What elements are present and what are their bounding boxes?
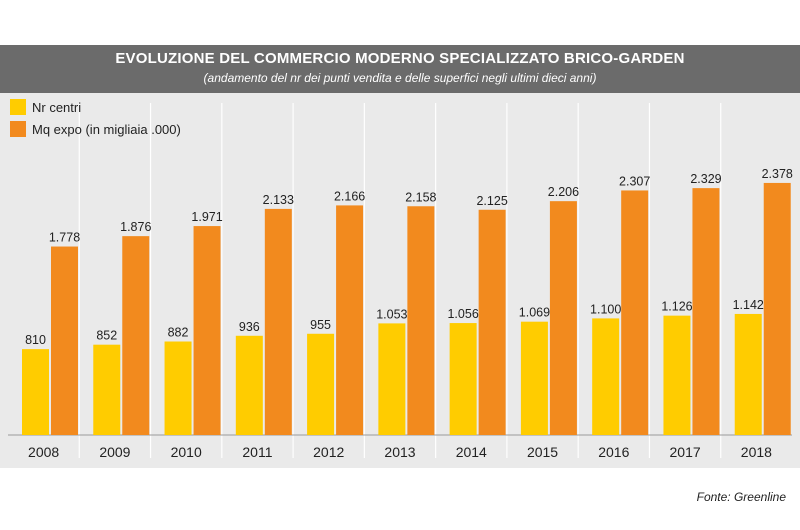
legend-swatch-mq-expo <box>10 121 26 137</box>
bar-nr-centri <box>592 318 620 435</box>
bar-nr-centri <box>22 349 49 435</box>
x-tick-label: 2017 <box>670 444 701 460</box>
x-tick-label: 2015 <box>527 444 558 460</box>
data-label-mq-expo: 1.778 <box>49 231 80 245</box>
data-label-nr-centri: 1.053 <box>376 307 407 321</box>
legend-label-nr-centri: Nr centri <box>32 100 81 115</box>
x-tick-label: 2012 <box>313 444 344 460</box>
bar-nr-centri <box>164 341 192 435</box>
data-label-mq-expo: 2.206 <box>548 185 579 199</box>
legend-label-mq-expo: Mq expo (in migliaia .000) <box>32 122 181 137</box>
legend-swatch-nr-centri <box>10 99 26 115</box>
x-tick-label: 2009 <box>99 444 130 460</box>
bar-mq-expo <box>193 226 221 435</box>
chart-subtitle: (andamento del nr dei punti vendita e de… <box>203 71 597 85</box>
data-label-mq-expo: 2.378 <box>762 167 793 181</box>
bar-mq-expo <box>336 205 364 435</box>
bar-mq-expo <box>407 206 435 435</box>
bar-mq-expo <box>51 246 78 435</box>
bar-mq-expo <box>478 209 506 435</box>
bar-nr-centri <box>734 313 762 435</box>
data-label-nr-centri: 1.056 <box>447 307 478 321</box>
data-label-nr-centri: 882 <box>168 326 189 340</box>
x-tick-label: 2018 <box>741 444 772 460</box>
data-label-nr-centri: 852 <box>96 329 117 343</box>
data-label-mq-expo: 2.166 <box>334 189 365 203</box>
data-label-mq-expo: 2.307 <box>619 174 650 188</box>
bar-mq-expo <box>264 208 292 435</box>
bar-mq-expo <box>763 182 791 435</box>
bar-mq-expo <box>122 236 150 435</box>
x-tick-label: 2011 <box>242 444 272 460</box>
data-label-mq-expo: 2.329 <box>690 172 721 186</box>
bar-nr-centri <box>235 335 263 435</box>
data-label-mq-expo: 2.125 <box>476 194 507 208</box>
x-tick-label: 2013 <box>384 444 415 460</box>
data-label-nr-centri: 1.126 <box>661 300 692 314</box>
data-label-mq-expo: 1.876 <box>120 220 151 234</box>
bar-nr-centri <box>378 323 406 435</box>
plot-area: 810 852 882 936 955 1.053 1.056 1.069 1.100 1.126… <box>0 93 800 468</box>
data-label-nr-centri: 810 <box>25 333 46 347</box>
x-tick-label: 2014 <box>456 444 487 460</box>
data-label-nr-centri: 1.100 <box>590 302 621 316</box>
data-label-nr-centri: 1.069 <box>519 306 550 320</box>
x-tick-label: 2010 <box>171 444 202 460</box>
data-label-mq-expo: 1.971 <box>191 210 222 224</box>
bar-mq-expo <box>549 201 577 435</box>
x-tick-label: 2016 <box>598 444 629 460</box>
data-label-mq-expo: 2.158 <box>405 190 436 204</box>
bar-nr-centri <box>93 344 121 435</box>
bar-nr-centri <box>663 315 691 435</box>
bar-mq-expo <box>621 190 649 435</box>
chart-title: EVOLUZIONE DEL COMMERCIO MODERNO SPECIAL… <box>115 50 685 67</box>
bar-mq-expo <box>692 188 720 435</box>
data-label-nr-centri: 936 <box>239 320 260 334</box>
bar-nr-centri <box>520 321 548 435</box>
source-note: Fonte: Greenline <box>696 490 786 504</box>
bar-chart: 810 852 882 936 955 1.053 1.056 1.069 1.100 1.126… <box>8 99 793 460</box>
bar-nr-centri <box>307 333 335 435</box>
data-label-nr-centri: 1.142 <box>733 298 764 312</box>
chart-header: EVOLUZIONE DEL COMMERCIO MODERNO SPECIAL… <box>0 45 800 93</box>
data-label-mq-expo: 2.133 <box>263 193 294 207</box>
bar-nr-centri <box>449 323 477 435</box>
x-tick-label: 2008 <box>28 444 59 460</box>
data-label-nr-centri: 955 <box>310 318 331 332</box>
